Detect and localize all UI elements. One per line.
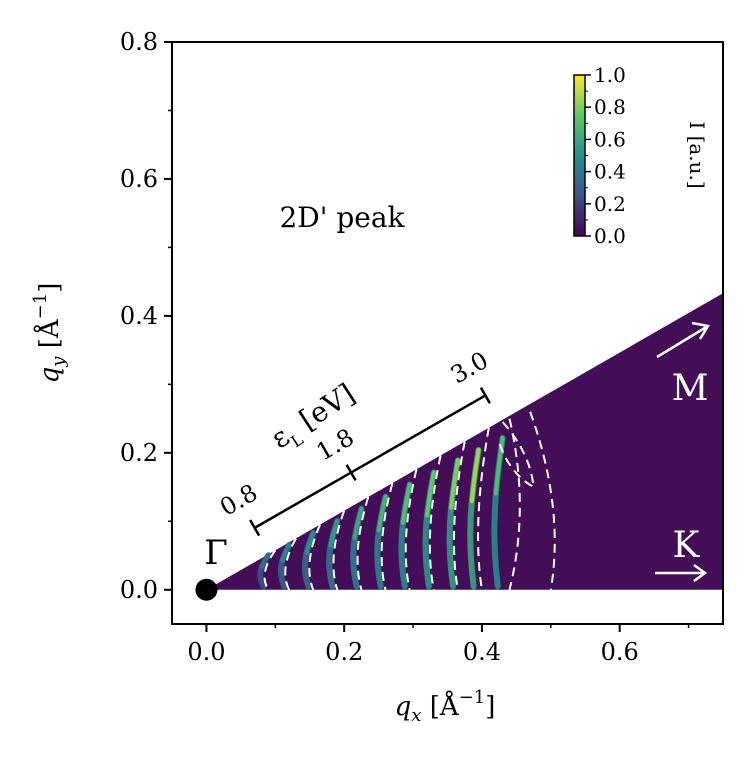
colorbar-label: I [a.u.] bbox=[685, 121, 709, 188]
contour-line bbox=[428, 455, 442, 590]
colorbar-ticks: 0.0 0.2 0.4 0.6 0.8 1.0 bbox=[585, 63, 626, 248]
contour-line bbox=[380, 482, 394, 590]
y-tick-label: 0.6 bbox=[120, 165, 158, 193]
ridge-highlight bbox=[352, 506, 364, 540]
contour-line bbox=[404, 468, 418, 590]
ridge-highlight bbox=[376, 494, 388, 533]
colorbar-tick-label: 0.2 bbox=[594, 192, 626, 216]
y-axis-ticks: 0.0 0.2 0.4 0.6 0.8 bbox=[120, 28, 172, 604]
ridge-highlight bbox=[280, 542, 292, 563]
plot-frame bbox=[171, 41, 724, 625]
x-tick-label: 0.4 bbox=[463, 638, 501, 666]
contour-line bbox=[452, 441, 466, 590]
contour-line bbox=[263, 549, 277, 591]
energy-scale-tick bbox=[249, 519, 261, 537]
colorbar bbox=[573, 74, 586, 237]
colorbar-tick-label: 1.0 bbox=[594, 63, 626, 87]
energy-scale-tick-label: 3.0 bbox=[446, 346, 493, 389]
contour-group bbox=[263, 411, 556, 591]
energy-scale-line bbox=[254, 394, 487, 529]
contour-line bbox=[284, 537, 297, 591]
ridge-highlight bbox=[469, 448, 481, 504]
ridge-highlight bbox=[304, 530, 316, 555]
y-tick-label: 0.2 bbox=[120, 439, 158, 467]
contour-line bbox=[498, 421, 535, 489]
contour-line bbox=[356, 496, 370, 591]
contour-line bbox=[308, 524, 321, 591]
y-tick-label: 0.0 bbox=[120, 576, 158, 604]
x-tick-label: 0.2 bbox=[325, 638, 363, 666]
energy-scale-tick bbox=[479, 386, 491, 404]
colorbar-tick-label: 0.0 bbox=[594, 224, 626, 248]
ridge-group bbox=[257, 434, 506, 590]
y-tick-label: 0.8 bbox=[120, 28, 158, 56]
ridge-highlight bbox=[259, 553, 271, 569]
x-axis-label: qx [Å−1] bbox=[395, 687, 496, 726]
ridge-highlight bbox=[328, 518, 340, 548]
peak-annotation: 2D' peak bbox=[279, 201, 405, 234]
gamma-label: Γ bbox=[204, 533, 228, 573]
contour-line bbox=[477, 427, 490, 590]
colorbar-tick-label: 0.4 bbox=[594, 160, 626, 184]
y-axis-label: qy [Å−1] bbox=[30, 283, 69, 384]
energy-scale-tick-label: 0.8 bbox=[215, 478, 262, 521]
ridge-highlight bbox=[425, 470, 436, 518]
gamma-point-marker bbox=[195, 578, 218, 601]
contour-line bbox=[508, 418, 521, 591]
energy-scale-tick bbox=[345, 464, 357, 481]
plot-content bbox=[206, 293, 723, 591]
k-arrow-head bbox=[693, 563, 708, 583]
y-tick-label: 0.4 bbox=[120, 302, 158, 330]
colorbar-tick-label: 0.6 bbox=[594, 127, 626, 151]
colorbar-tick-label: 0.8 bbox=[594, 95, 626, 119]
m-arrow-head bbox=[691, 321, 711, 340]
x-tick-label: 0.0 bbox=[187, 638, 225, 666]
m-point-label: M bbox=[672, 368, 709, 409]
x-axis-ticks: 0.0 0.2 0.4 0.6 bbox=[187, 624, 690, 666]
ridge-highlight bbox=[400, 482, 412, 525]
x-tick-label: 0.6 bbox=[601, 638, 639, 666]
contour-line bbox=[529, 411, 556, 590]
k-point-label: K bbox=[673, 525, 701, 566]
ridge-highlight bbox=[449, 458, 460, 510]
m-direction-arrow bbox=[656, 324, 709, 359]
